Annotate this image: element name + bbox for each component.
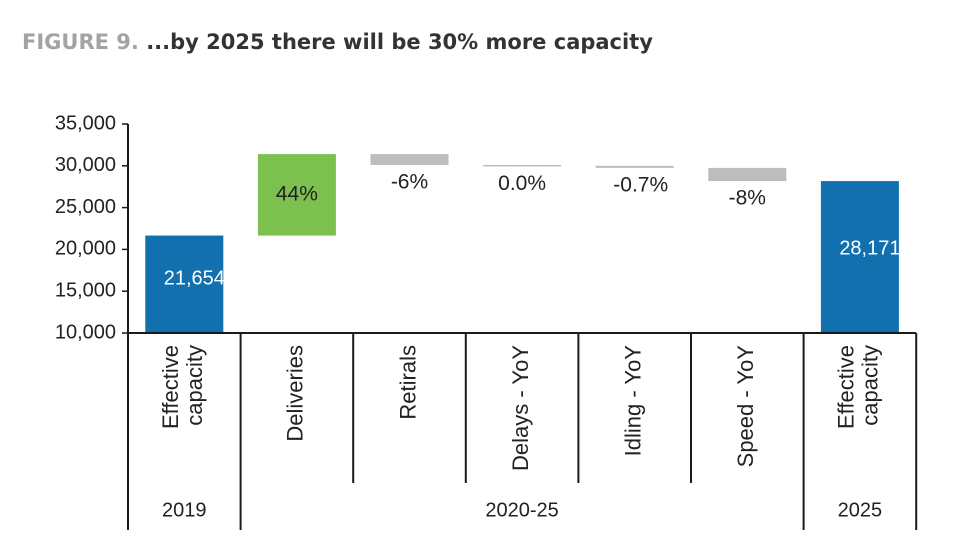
bar-value-label: 28,171	[839, 238, 900, 260]
bar-value-label: -0.7%	[613, 173, 668, 196]
x-category-label: Speed - YoY	[733, 345, 758, 468]
x-category-label: Deliveries	[283, 345, 308, 442]
figure-number: FIGURE 9.	[22, 30, 139, 54]
bar-3	[370, 154, 449, 165]
bar-value-label: -6%	[391, 171, 428, 194]
y-tick-label: 25,000	[55, 196, 116, 218]
y-tick-label: 20,000	[55, 238, 116, 260]
bar-value-label: 21,654	[164, 268, 225, 290]
x-group-label: 2019	[162, 499, 207, 521]
x-category-label: Idling - YoY	[621, 345, 646, 457]
bar-7	[820, 181, 899, 333]
y-tick-label: 10,000	[55, 321, 116, 343]
x-category-label: capacity	[858, 345, 883, 426]
bar-value-label: -8%	[729, 187, 766, 210]
y-tick-label: 35,000	[55, 112, 116, 134]
x-group-label: 2025	[838, 499, 883, 521]
y-tick-label: 30,000	[55, 154, 116, 176]
x-category-label: Retirals	[395, 345, 420, 420]
x-category-label: Effective	[158, 345, 183, 429]
bar-value-label: 0.0%	[498, 172, 546, 195]
x-category-label: capacity	[182, 345, 207, 426]
bar-value-label: 44%	[276, 182, 318, 205]
y-tick-label: 15,000	[55, 279, 116, 301]
bar-6	[708, 167, 787, 182]
x-group-label: 2020-25	[485, 499, 558, 521]
x-category-label: Delays - YoY	[508, 345, 533, 471]
x-category-label: Effective	[834, 345, 859, 429]
bar-1	[145, 235, 224, 333]
chart-title-text: ...by 2025 there will be 30% more capaci…	[146, 30, 653, 54]
bar-5	[595, 165, 674, 168]
bar-4	[483, 164, 562, 167]
chart-title: FIGURE 9. ...by 2025 there will be 30% m…	[22, 30, 653, 54]
bar-2	[257, 154, 336, 236]
